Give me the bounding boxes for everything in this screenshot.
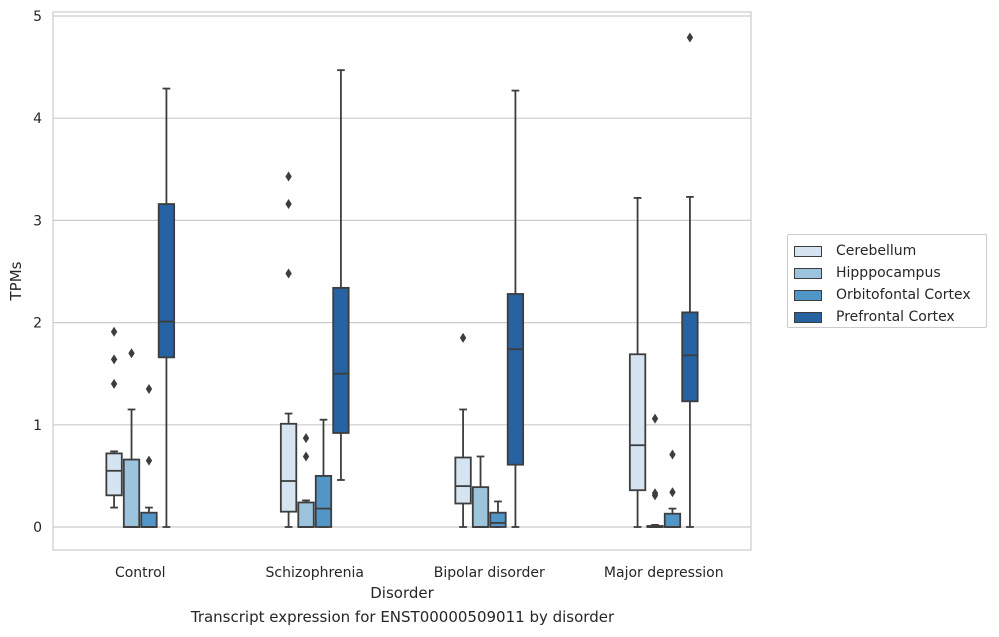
box xyxy=(140,384,158,528)
plot-frame xyxy=(52,11,752,551)
legend-item: Prefrontal Cortex xyxy=(794,306,980,328)
outlier-point xyxy=(285,199,292,210)
box xyxy=(489,500,507,528)
x-axis-label: Disorder xyxy=(370,584,434,602)
outlier-point xyxy=(145,455,153,466)
outlier-point xyxy=(128,348,135,359)
outlier-point xyxy=(669,487,676,498)
legend-label: Orbitofontal Cortex xyxy=(836,287,971,303)
box-body xyxy=(279,422,298,513)
box xyxy=(471,455,490,528)
box-body xyxy=(506,293,525,466)
box xyxy=(105,326,123,509)
box xyxy=(646,413,664,528)
series-prefrontal-cortex xyxy=(157,32,699,528)
x-tick-label: Major depression xyxy=(604,565,724,581)
box-body xyxy=(157,203,176,359)
box-body xyxy=(297,501,315,528)
outlier-point xyxy=(651,413,659,424)
box xyxy=(279,171,298,528)
x-tick-label: Schizophrenia xyxy=(266,565,364,581)
legend-label: Prefrontal Cortex xyxy=(836,309,955,325)
box-body xyxy=(105,452,123,497)
box xyxy=(297,433,315,528)
y-tick-label: 0 xyxy=(33,520,42,536)
box-body xyxy=(681,311,699,403)
box xyxy=(681,32,699,528)
outlier-point xyxy=(302,451,310,462)
box xyxy=(332,69,350,481)
y-tick-label: 4 xyxy=(33,111,42,127)
y-tick-label: 3 xyxy=(33,213,42,229)
legend-swatch xyxy=(794,311,822,323)
box-body xyxy=(140,511,158,528)
series-hipppocampus xyxy=(122,348,664,528)
outlier-point xyxy=(285,268,292,279)
y-tick-label: 1 xyxy=(33,418,42,434)
box-body xyxy=(454,456,472,505)
outlier-point xyxy=(110,354,118,365)
box xyxy=(628,197,647,528)
series-cerebellum xyxy=(105,171,647,528)
box xyxy=(454,332,472,528)
legend-swatch xyxy=(794,245,822,257)
box-body xyxy=(122,458,141,528)
box-body xyxy=(314,474,333,528)
box xyxy=(122,348,141,528)
outlier-point xyxy=(459,332,467,343)
box-body xyxy=(663,512,682,528)
x-tick-label: Control xyxy=(115,565,166,581)
outlier-point xyxy=(669,449,676,460)
box-body xyxy=(489,511,507,528)
box-plot-series xyxy=(105,32,699,528)
legend-item: Cerebellum xyxy=(794,240,980,262)
box xyxy=(157,87,176,528)
chart-caption: Transcript expression for ENST0000050901… xyxy=(190,608,615,626)
outlier-point xyxy=(145,384,153,395)
outlier-point xyxy=(302,433,310,444)
box-body xyxy=(332,286,350,434)
legend-label: Hipppocampus xyxy=(836,265,941,281)
legend: Cerebellum Hipppocampus Orbitofontal Corte… xyxy=(787,234,987,328)
outlier-point xyxy=(110,378,118,389)
outlier-point xyxy=(110,326,118,337)
x-tick-label: Bipolar disorder xyxy=(434,565,545,581)
box xyxy=(663,449,682,528)
legend-swatch xyxy=(794,289,822,301)
box xyxy=(314,418,333,528)
legend-item: Hipppocampus xyxy=(794,262,980,284)
legend-label: Cerebellum xyxy=(836,243,917,259)
y-axis-label: TPMs xyxy=(7,261,25,301)
y-tick-labels: 0 1 2 3 4 5 xyxy=(33,9,42,536)
outlier-point xyxy=(285,171,292,182)
outlier-point xyxy=(686,32,694,43)
legend-swatch xyxy=(794,267,822,279)
box xyxy=(506,89,525,528)
y-tick-label: 5 xyxy=(33,9,42,25)
x-tick-labels: Control Schizophrenia Bipolar disorder Majo… xyxy=(115,565,724,581)
outlier-point xyxy=(651,490,659,501)
y-tick-label: 2 xyxy=(33,316,42,332)
box-body xyxy=(628,353,647,492)
legend-item: Orbitofontal Cortex xyxy=(794,284,980,306)
series-orbitofontal-cortex xyxy=(140,384,682,528)
box-body xyxy=(471,486,490,528)
